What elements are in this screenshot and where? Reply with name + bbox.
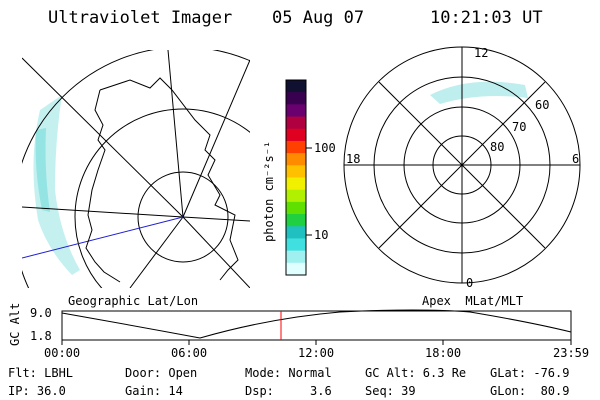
info-gcalt: GC Alt: 6.3 Re xyxy=(365,366,467,380)
colorbar xyxy=(286,80,306,276)
altitude-xtick-0: 00:00 xyxy=(44,346,81,360)
colorbar-segment xyxy=(286,80,306,93)
geographic-map xyxy=(22,50,250,288)
aurora-glow-right xyxy=(430,81,528,104)
colorbar-segment xyxy=(286,153,306,166)
info-mode: Mode: Normal xyxy=(245,366,332,380)
info-ip: IP: 36.0 xyxy=(8,384,66,398)
colorbar-tick-100: 100 xyxy=(314,141,336,155)
info-gain: Gain: 14 xyxy=(125,384,183,398)
colorbar-frame xyxy=(285,79,307,276)
info-glat: GLat: -76.9 xyxy=(490,366,570,380)
mlt-label-18: 18 xyxy=(346,152,361,166)
info-glon: GLon: 80.9 xyxy=(490,384,570,398)
mlat-label-60: 60 xyxy=(535,98,550,112)
colorbar-segment xyxy=(286,238,306,252)
colorbar-segment xyxy=(286,201,306,215)
left-panel-label: Geographic Lat/Lon xyxy=(68,294,199,308)
header-date: 05 Aug 07 xyxy=(272,8,365,28)
info-flt: Flt: LBHL xyxy=(8,366,74,380)
colorbar-segment xyxy=(286,165,306,178)
colorbar-segment xyxy=(286,177,306,191)
altitude-ytick-top: 9.0 xyxy=(30,306,52,320)
colorbar-segment xyxy=(286,128,306,142)
altitude-xtick-2: 12:00 xyxy=(298,346,335,360)
colorbar-tick-10: 10 xyxy=(314,228,329,242)
altitude-xtick-1: 06:00 xyxy=(171,346,208,360)
colorbar-segment xyxy=(286,116,306,130)
info-door: Door: Open xyxy=(125,366,198,380)
mlt-label-6: 6 xyxy=(572,152,580,166)
mlt-label-0: 0 xyxy=(466,276,474,290)
right-panel-label: Apex MLat/MLT xyxy=(422,294,524,308)
info-seq: Seq: 39 xyxy=(365,384,416,398)
polar-map xyxy=(343,46,581,284)
altitude-ylabel: GC Alt xyxy=(8,302,22,346)
info-dsp: Dsp: 3.6 xyxy=(245,384,332,398)
altitude-curve xyxy=(61,309,572,339)
altitude-xtick-3: 18:00 xyxy=(425,346,462,360)
colorbar-segment xyxy=(286,92,306,105)
colorbar-segment xyxy=(286,214,306,227)
colorbar-segment xyxy=(286,226,306,239)
colorbar-segment xyxy=(286,140,306,154)
header-time: 10:21:03 UT xyxy=(430,8,543,28)
mlt-label-12: 12 xyxy=(474,46,489,60)
altitude-plot xyxy=(61,309,572,345)
colorbar-segment xyxy=(286,250,306,264)
mlat-label-70: 70 xyxy=(512,120,527,134)
antarctica-coastline xyxy=(85,77,239,283)
colorbar-segment xyxy=(286,189,306,203)
altitude-xtick-4: 23:59 xyxy=(553,346,590,360)
colorbar-segment xyxy=(286,104,306,118)
app-title: Ultraviolet Imager xyxy=(48,8,233,28)
colorbar-segment xyxy=(286,262,306,276)
mlat-label-80: 80 xyxy=(490,140,505,154)
altitude-ytick-bottom: 1.8 xyxy=(30,329,52,343)
colorbar-unit-label: photon cm⁻²s⁻¹ xyxy=(262,140,276,242)
